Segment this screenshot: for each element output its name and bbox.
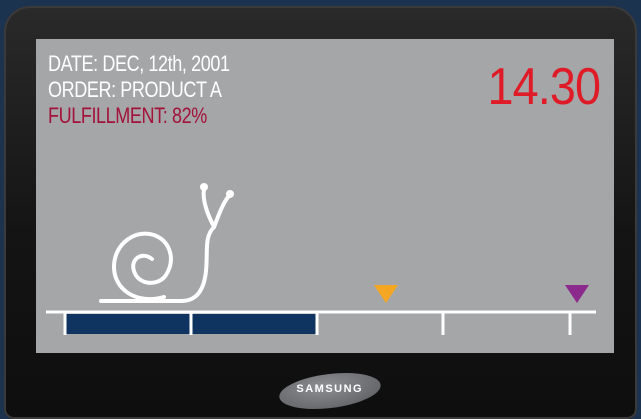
progress-segment-filled	[191, 314, 317, 334]
snail-icon	[99, 183, 234, 303]
counter-display: 14.30	[487, 58, 601, 116]
purple-marker	[565, 285, 589, 303]
fulfillment-label: FULFILLMENT: 82%	[48, 103, 207, 128]
orange-marker	[374, 285, 398, 303]
order-info-panel: DATE: DEC, 12th, 2001 ORDER: PRODUCT A F…	[48, 51, 269, 129]
brand-name: SAMSUNG	[296, 383, 364, 396]
date-label: DATE: DEC, 12th, 2001	[48, 51, 230, 76]
display-screen: DATE: DEC, 12th, 2001 ORDER: PRODUCT A F…	[36, 39, 614, 353]
progress-segment-filled	[65, 314, 191, 334]
progress-timeline	[46, 285, 596, 335]
order-label: ORDER: PRODUCT A	[48, 77, 222, 102]
